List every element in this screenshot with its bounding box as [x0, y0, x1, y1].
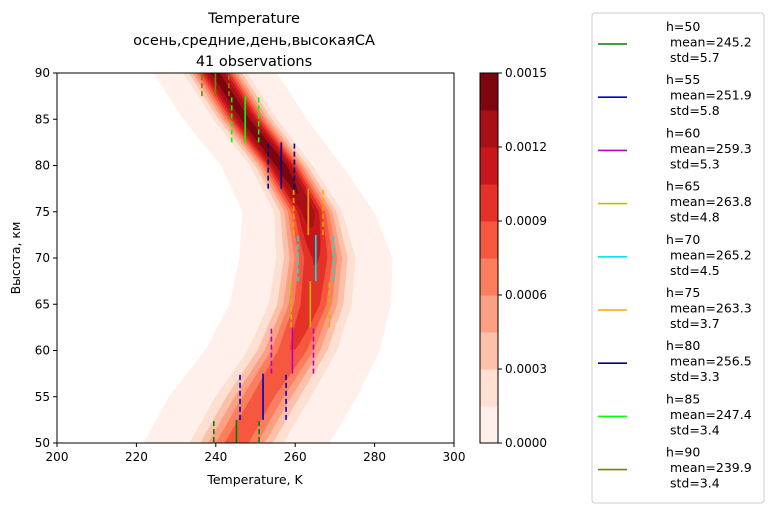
legend-label-h90: h=90 — [666, 445, 700, 460]
legend-label-h50: h=50 — [666, 19, 700, 34]
y-axis-label: Высота, км — [8, 222, 23, 295]
contour-band — [203, 73, 321, 265]
y-tick-label: 85 — [35, 112, 50, 126]
legend-label-h50: std=5.7 — [666, 50, 720, 65]
y-tick-label: 50 — [35, 436, 50, 450]
x-tick-label: 280 — [363, 450, 386, 464]
colorbar-tick-label: 0.0012 — [505, 140, 547, 154]
colorbar-tick-label: 0.0000 — [505, 436, 547, 450]
colorbar-band — [480, 406, 498, 444]
x-tick-label: 260 — [284, 450, 307, 464]
colorbar-band — [480, 73, 498, 111]
colorbar-band — [480, 221, 498, 259]
legend-label-h85: std=3.4 — [666, 422, 720, 437]
colorbar-frame — [479, 72, 499, 444]
x-tick-label: 240 — [204, 450, 227, 464]
y-tick-label: 90 — [35, 66, 50, 80]
legend-label-h80: h=80 — [666, 338, 700, 353]
legend-label-h80: std=3.3 — [666, 369, 720, 384]
legend-label-h60: h=60 — [666, 125, 700, 140]
legend-label-h50: mean=245.2 — [666, 35, 752, 50]
legend-label-h55: std=5.8 — [666, 103, 720, 118]
legend-label-h65: std=4.8 — [666, 210, 720, 225]
y-tick-label: 70 — [35, 251, 50, 265]
colorbar: 0.0000 0.0003 0.0006 0.0009 0.0012 0.0015 — [479, 66, 547, 450]
y-tick-label: 55 — [35, 390, 50, 404]
colorbar-band — [480, 295, 498, 333]
contour-band — [206, 73, 315, 228]
x-axis-ticks: 200 220 240 260 280 300 — [46, 443, 466, 464]
legend-box — [591, 12, 765, 504]
legend-label-h90: mean=239.9 — [666, 460, 752, 475]
legend-label-h70: mean=265.2 — [666, 247, 752, 262]
chart-title: Temperature осень,средние,день,высокаяСА… — [133, 11, 375, 70]
legend-label-h65: mean=263.8 — [666, 194, 752, 209]
mean-std-markers — [201, 73, 335, 443]
y-tick-label: 60 — [35, 344, 50, 358]
legend-label-h85: mean=247.4 — [666, 407, 752, 422]
colorbar-band — [480, 332, 498, 370]
legend-label-h60: mean=259.3 — [666, 141, 752, 156]
legend-label-h60: std=5.3 — [666, 156, 720, 171]
colorbar-tick-label: 0.0003 — [505, 362, 547, 376]
legend-label-h85: h=85 — [666, 391, 700, 406]
colorbar-tick-label: 0.0009 — [505, 214, 547, 228]
x-tick-label: 300 — [443, 450, 466, 464]
colorbar-tick-label: 0.0006 — [505, 288, 547, 302]
legend-label-h55: mean=251.9 — [666, 88, 752, 103]
colorbar-band — [480, 147, 498, 185]
legend-label-h55: h=55 — [666, 72, 700, 87]
y-tick-label: 75 — [35, 205, 50, 219]
y-axis-ticks: 50 55 60 65 70 75 80 85 90 — [35, 66, 57, 450]
contour-band — [210, 73, 299, 194]
legend-label-h70: std=4.5 — [666, 263, 720, 278]
legend-label-h80: mean=256.5 — [666, 354, 752, 369]
x-axis-label: Temperature, K — [206, 472, 303, 487]
colorbar-tick-label: 0.0015 — [505, 66, 547, 80]
chart-title-line-2: осень,средние,день,высокаяСА — [133, 33, 375, 49]
colorbar-band — [480, 110, 498, 148]
contour-band — [198, 73, 333, 443]
x-tick-label: 200 — [46, 450, 69, 464]
legend-label-h90: std=3.4 — [666, 476, 720, 491]
contour-fill — [143, 73, 393, 443]
legend-label-h70: h=70 — [666, 232, 700, 247]
chart-title-line-1: Temperature — [207, 11, 300, 27]
y-tick-label: 80 — [35, 159, 50, 173]
legend-label-h75: std=3.7 — [666, 316, 720, 331]
legend-label-h75: h=75 — [666, 285, 700, 300]
colorbar-band — [480, 369, 498, 407]
legend-label-h75: mean=263.3 — [666, 301, 752, 316]
chart-title-line-3: 41 observations — [196, 54, 312, 70]
x-tick-label: 220 — [125, 450, 148, 464]
colorbar-band — [480, 258, 498, 296]
y-tick-label: 65 — [35, 297, 50, 311]
colorbar-band — [480, 184, 498, 222]
legend: h=50 mean=245.2 std=5.7 h=55 mean=251.9 s… — [591, 12, 765, 504]
legend-label-h65: h=65 — [666, 179, 700, 194]
